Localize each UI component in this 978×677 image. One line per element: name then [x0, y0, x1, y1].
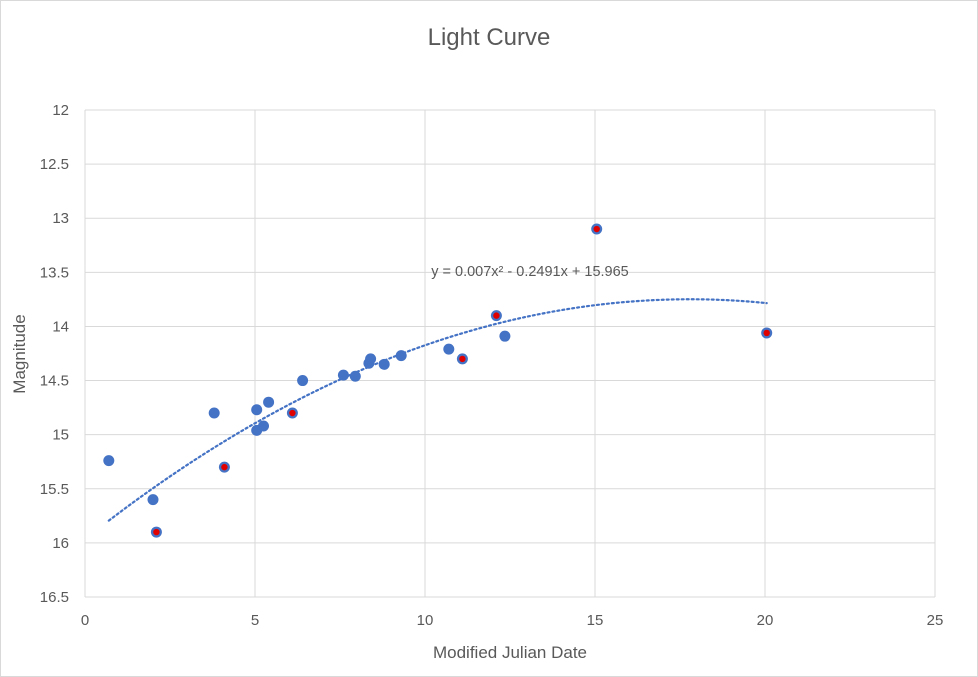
trendline [107, 298, 768, 522]
trendline-group [107, 298, 768, 522]
data-point [499, 330, 511, 342]
data-point [258, 420, 269, 432]
data-point [297, 375, 309, 387]
data-point-center [459, 355, 466, 363]
y-axis-label: Magnitude [10, 314, 29, 393]
y-tick-label: 15.5 [40, 481, 69, 498]
data-point [349, 370, 361, 382]
data-point [263, 396, 275, 408]
data-point-center [221, 463, 228, 471]
x-tick-label: 5 [251, 612, 259, 629]
y-tick-label: 12 [52, 102, 69, 119]
y-tick-label: 16.5 [40, 589, 69, 606]
data-point-center [593, 225, 600, 233]
gridlines [84, 109, 936, 598]
x-tick-labels: 0 5 10 15 20 25 [81, 612, 944, 629]
y-tick-label: 14 [52, 318, 69, 335]
trendline-equation: y = 0.007x² - 0.2491x + 15.965 [431, 264, 629, 280]
data-point-center [153, 528, 160, 536]
data-point [208, 407, 220, 419]
data-points [103, 223, 773, 538]
data-point-center [493, 312, 500, 319]
chart-title: Light Curve [428, 24, 551, 51]
data-point [337, 369, 349, 381]
y-tick-label: 15 [52, 427, 69, 444]
y-tick-label: 14.5 [40, 373, 69, 390]
x-tick-label: 25 [927, 612, 944, 629]
y-tick-labels: 12 12.5 13 13.5 14 14.5 15 15.5 16 16.5 [40, 102, 69, 606]
x-tick-label: 0 [81, 612, 89, 629]
data-point [103, 455, 115, 467]
x-tick-label: 20 [757, 612, 774, 629]
y-tick-label: 13 [52, 210, 69, 227]
data-point [378, 358, 390, 370]
data-point [395, 350, 407, 362]
data-point [147, 494, 159, 506]
y-tick-label: 16 [52, 535, 69, 552]
data-point [365, 353, 377, 365]
y-tick-label: 12.5 [40, 156, 69, 173]
y-tick-label: 13.5 [40, 264, 69, 281]
x-axis-label: Modified Julian Date [433, 643, 587, 662]
data-point-center [289, 409, 296, 417]
x-tick-label: 15 [587, 612, 604, 629]
data-point [251, 404, 263, 416]
data-point-center [763, 329, 770, 337]
x-tick-label: 10 [417, 612, 434, 629]
data-point [443, 343, 455, 355]
